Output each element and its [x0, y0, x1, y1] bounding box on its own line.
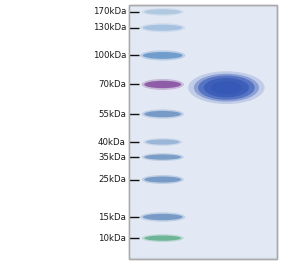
- Text: 70kDa: 70kDa: [98, 80, 126, 89]
- Text: 25kDa: 25kDa: [98, 175, 126, 184]
- Ellipse shape: [144, 81, 181, 88]
- Text: 170kDa: 170kDa: [93, 7, 126, 16]
- Ellipse shape: [144, 235, 181, 241]
- Ellipse shape: [194, 74, 259, 102]
- Ellipse shape: [140, 50, 186, 60]
- Ellipse shape: [140, 212, 186, 222]
- Ellipse shape: [144, 111, 181, 117]
- Text: 10kDa: 10kDa: [98, 234, 126, 243]
- Bar: [129, 5, 277, 259]
- Ellipse shape: [144, 154, 181, 160]
- Text: 35kDa: 35kDa: [98, 153, 126, 162]
- Ellipse shape: [198, 76, 255, 100]
- Ellipse shape: [142, 109, 184, 119]
- Ellipse shape: [143, 214, 183, 220]
- Ellipse shape: [142, 8, 184, 16]
- Ellipse shape: [144, 176, 181, 183]
- Ellipse shape: [146, 139, 180, 145]
- Text: 100kDa: 100kDa: [93, 51, 126, 60]
- Ellipse shape: [144, 9, 181, 15]
- Ellipse shape: [142, 234, 184, 242]
- Ellipse shape: [142, 79, 184, 90]
- Bar: [130, 7, 276, 257]
- Text: 15kDa: 15kDa: [98, 213, 126, 221]
- Text: 130kDa: 130kDa: [93, 23, 126, 32]
- Ellipse shape: [140, 23, 186, 32]
- Text: 40kDa: 40kDa: [98, 138, 126, 147]
- Bar: [129, 5, 277, 259]
- Ellipse shape: [204, 78, 249, 97]
- Ellipse shape: [143, 138, 182, 146]
- Ellipse shape: [142, 175, 184, 184]
- Ellipse shape: [143, 52, 183, 59]
- Ellipse shape: [211, 81, 242, 94]
- Ellipse shape: [143, 25, 183, 31]
- Ellipse shape: [142, 153, 184, 161]
- Text: 55kDa: 55kDa: [98, 110, 126, 119]
- Ellipse shape: [188, 71, 265, 104]
